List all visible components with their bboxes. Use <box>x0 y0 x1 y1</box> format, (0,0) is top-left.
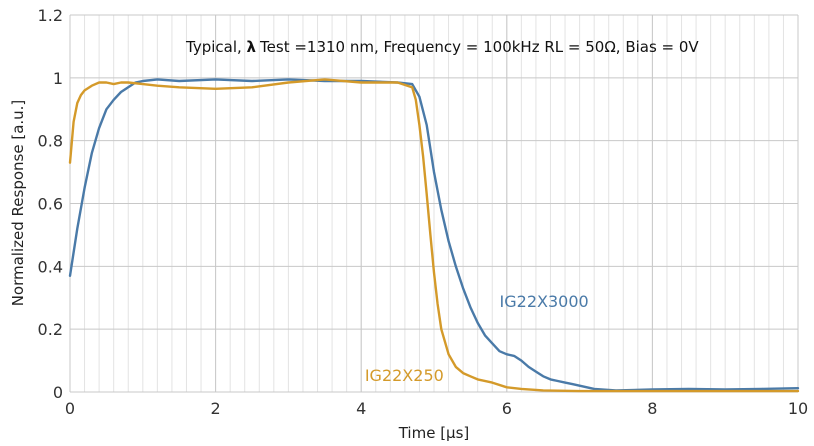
y-tick-label: 0 <box>53 383 63 402</box>
series-label-ig22x250: IG22X250 <box>365 366 444 385</box>
tick-labels: 0 2 4 6 8 10 0 0.2 0.4 0.6 0.8 1 1.2 <box>38 6 809 418</box>
x-tick-label: 8 <box>647 399 657 418</box>
series-label-ig22x3000: IG22X3000 <box>500 292 589 311</box>
x-tick-label: 2 <box>211 399 221 418</box>
annotation-rest: Test =1310 nm, Frequency = 100kHz RL = 5… <box>259 38 699 56</box>
series-layer <box>68 78 800 393</box>
y-tick-label: 0.6 <box>38 195 63 214</box>
y-tick-label: 1.2 <box>38 6 63 25</box>
x-tick-label: 10 <box>788 399 808 418</box>
y-tick-label: 0.4 <box>38 257 63 276</box>
y-tick-label: 0.2 <box>38 320 63 339</box>
x-axis-title: Time [µs] <box>398 424 470 442</box>
y-tick-label: 1 <box>53 69 63 88</box>
series-labels: IG22X3000 IG22X250 <box>365 292 589 385</box>
annotation-prefix: Typical, <box>185 38 247 56</box>
y-axis-title: Normalized Response [a.u.] <box>9 100 27 307</box>
grid-major <box>69 14 799 393</box>
y-tick-label: 0.8 <box>38 132 63 151</box>
series-line-ig22x250 <box>68 78 800 393</box>
x-tick-label: 6 <box>502 399 512 418</box>
x-tick-label: 0 <box>65 399 75 418</box>
x-tick-label: 4 <box>356 399 366 418</box>
chart-annotation: Typical, λ Test =1310 nm, Frequency = 100… <box>185 38 699 56</box>
series-line-ig22x3000 <box>68 78 800 392</box>
lambda-symbol: λ <box>247 38 257 56</box>
